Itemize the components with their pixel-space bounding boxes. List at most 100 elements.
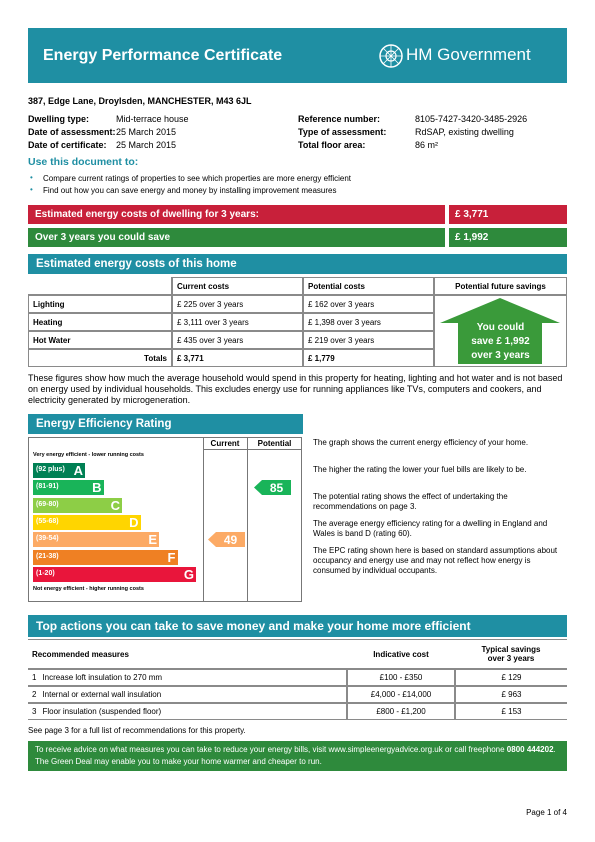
summary-value: £ 3,771 — [455, 209, 489, 220]
savings-text: over 3 years — [471, 350, 530, 361]
summary-label: Over 3 years you could save — [35, 232, 171, 243]
bullet: Compare current ratings of properties to… — [43, 174, 352, 183]
rating-band: (1-20) G — [33, 566, 196, 582]
table-cell: £ 3,111 over 3 years — [172, 313, 303, 331]
advice-text: To receive advice on what measures you c… — [35, 745, 507, 754]
footer: Page 1 of 4 — [526, 808, 567, 817]
band-range: (81-91) — [36, 483, 59, 491]
rating-band: (21-38) F — [33, 549, 178, 565]
band-range: (1-20) — [36, 569, 55, 577]
table-header: Potential future savings — [434, 277, 567, 295]
costs-note: These figures show how much the average … — [28, 373, 563, 405]
detail-label: Total floor area: — [298, 140, 366, 150]
savings-cell — [434, 295, 567, 367]
summary-bar: Estimated energy costs of dwelling for 3… — [28, 205, 445, 224]
action-measure-cell: 1 Increase loft insulation to 270 mm — [28, 669, 347, 686]
action-number: 2 — [32, 690, 37, 699]
detail-label: Date of assessment: — [28, 127, 116, 137]
section-heading: Energy Efficiency Rating — [28, 414, 303, 434]
table-cell: £ 1,398 over 3 years — [303, 313, 434, 331]
action-saving: £ 963 — [455, 686, 567, 703]
footnote: See page 3 for a full list of recommenda… — [28, 726, 246, 735]
detail-value: Mid-terrace house — [116, 114, 189, 124]
detail-label: Type of assessment: — [298, 127, 387, 137]
rating-col-header: Potential — [257, 439, 292, 448]
crest-icon — [379, 44, 403, 68]
rating-paragraph: The potential rating shows the effect of… — [313, 492, 508, 511]
action-measure-cell: 2 Internal or external wall insulation — [28, 686, 347, 703]
action-measure-cell: 3 Floor insulation (suspended floor) — [28, 703, 347, 720]
action-number: 3 — [32, 707, 37, 716]
savings-text: You could — [476, 322, 525, 333]
rating-paragraph: The EPC rating shown here is based on st… — [313, 546, 558, 575]
bullet: Find out how you can save energy and mon… — [43, 186, 337, 195]
rating-col-line — [203, 437, 204, 602]
action-measure: Increase loft insulation to 270 mm — [42, 673, 163, 682]
detail-value: 8105-7427-3420-3485-2926 — [415, 114, 528, 124]
row-label: Lighting — [28, 295, 172, 313]
total-cell: £ 1,779 — [303, 349, 434, 367]
advice-text: . The Green Deal may enable you to make … — [35, 745, 556, 766]
action-cost: £800 - £1,200 — [347, 703, 455, 720]
row-label: Heating — [28, 313, 172, 331]
section-heading: Estimated energy costs of this home — [28, 254, 567, 274]
bullet-dot: • — [30, 185, 33, 194]
table-cell: £ 225 over 3 years — [172, 295, 303, 313]
use-heading: Use this document to: — [28, 156, 139, 168]
table-header: Current costs — [172, 277, 303, 295]
summary-value: £ 1,992 — [455, 232, 489, 243]
rating-arrow — [254, 480, 291, 496]
summary-value-box: £ 3,771 — [449, 205, 567, 224]
rating-arrow — [208, 532, 245, 548]
detail-value: 25 March 2015 — [116, 140, 177, 150]
section-heading-text: Estimated energy costs of this home — [36, 258, 237, 270]
advice-phone: 0800 444202 — [506, 745, 554, 754]
rating-value: 85 — [269, 481, 284, 496]
header-title: Energy Performance Certificate — [43, 47, 283, 64]
rating-bottom-note: Not energy efficient - higher running co… — [33, 586, 144, 592]
action-measure: Internal or external wall insulation — [42, 690, 162, 699]
rating-col-line — [247, 437, 248, 602]
action-number: 1 — [32, 673, 37, 682]
table-corner — [28, 277, 172, 295]
rating-arrow-shape — [254, 480, 291, 496]
address: 387, Edge Lane, Droylsden, MANCHESTER, M… — [28, 96, 252, 106]
band-range: (21-38) — [36, 552, 59, 560]
rating-paragraph: The average energy efficiency rating for… — [313, 519, 548, 538]
section-heading: Top actions you can take to save money a… — [28, 615, 567, 637]
action-header: Indicative cost — [347, 639, 455, 669]
rating-col-header: Current — [210, 439, 240, 448]
detail-value: 25 March 2015 — [116, 127, 177, 137]
savings-arrow — [440, 298, 560, 364]
detail-value: 86 m² — [415, 140, 439, 150]
action-header: Recommended measures — [28, 639, 347, 669]
total-cell: £ 3,771 — [172, 349, 303, 367]
band-letter: G — [183, 566, 194, 582]
detail-label: Reference number: — [298, 114, 381, 124]
action-saving: £ 153 — [455, 703, 567, 720]
total-label: Totals — [28, 349, 172, 367]
rating-paragraph: The higher the rating the lower your fue… — [313, 465, 527, 474]
header-logo: HM Government — [406, 45, 531, 64]
action-measure: Floor insulation (suspended floor) — [42, 707, 162, 716]
detail-value: RdSAP, existing dwelling — [415, 127, 514, 137]
rating-band: (39-54) E — [33, 532, 159, 548]
rating-arrow-shape — [208, 532, 245, 548]
detail-label: Dwelling type: — [28, 114, 90, 124]
table-header: Potential costs — [303, 277, 434, 295]
action-cost: £100 - £350 — [347, 669, 455, 686]
rating-band: (55-68) D — [33, 514, 141, 530]
band-letter: C — [110, 497, 120, 513]
detail-label: Date of certificate: — [28, 140, 107, 150]
rating-box — [28, 437, 302, 602]
table-cell: £ 219 over 3 years — [303, 331, 434, 349]
band-range: (69-80) — [36, 500, 59, 508]
band-letter: B — [92, 480, 102, 496]
band-letter: F — [167, 549, 176, 565]
row-label: Hot Water — [28, 331, 172, 349]
rating-band: (81-91) B — [33, 480, 104, 496]
rating-band: (92 plus) A — [33, 463, 85, 478]
advice-box: To receive advice on what measures you c… — [28, 741, 567, 771]
